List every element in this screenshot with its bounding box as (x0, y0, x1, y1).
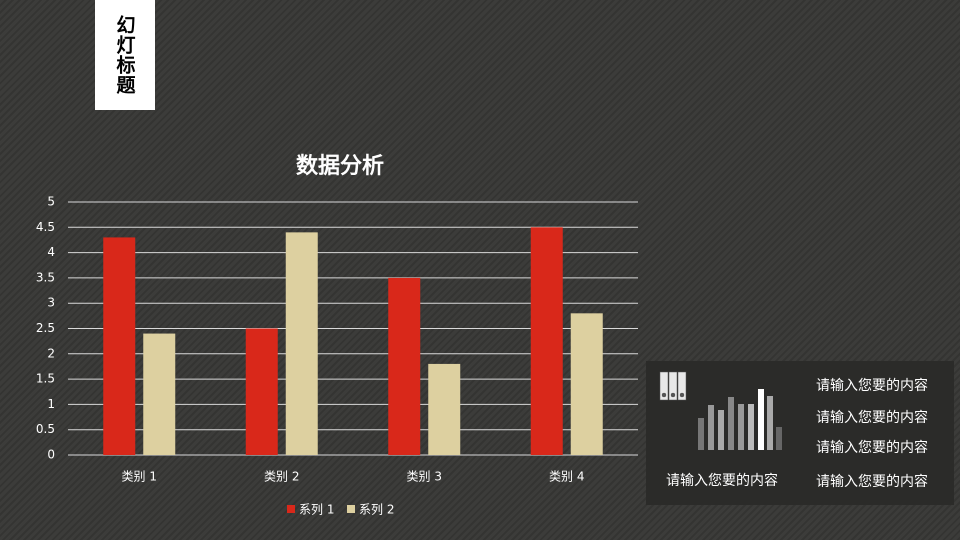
bar (388, 277, 421, 455)
panel-text: 请输入您要的内容 (816, 409, 928, 426)
y-tick-label: 0 (47, 448, 55, 462)
chart-title: 数据分析 (296, 153, 384, 179)
y-tick-label: 1 (47, 397, 55, 411)
bar (570, 313, 603, 455)
y-tick-label: 2 (47, 346, 55, 360)
panel-text: 请输入您要的内容 (816, 377, 928, 394)
bar (428, 363, 461, 455)
y-tick-label: 4 (47, 245, 55, 259)
legend-label: 系列 2 (359, 503, 394, 517)
y-tick-label: 3 (47, 296, 55, 310)
y-tick-label: 4.5 (36, 220, 55, 234)
panel-text: 请输入您要的内容 (816, 439, 928, 456)
bar (103, 237, 136, 455)
x-tick-label: 类别 4 (549, 470, 584, 484)
bar (143, 333, 176, 455)
legend-swatch (287, 505, 295, 513)
y-tick-label: 5 (47, 195, 55, 209)
title-box: 幻灯标题 (95, 0, 155, 110)
legend-swatch (347, 505, 355, 513)
slide-title: 幻灯标题 (113, 15, 136, 95)
panel-text: 请输入您要的内容 (816, 473, 928, 490)
y-tick-label: 1.5 (36, 372, 55, 386)
y-tick-label: 0.5 (36, 422, 55, 436)
legend-label: 系列 1 (299, 503, 334, 517)
x-tick-label: 类别 1 (122, 470, 157, 484)
bar-icon (698, 389, 782, 450)
x-tick-label: 类别 2 (264, 470, 299, 484)
y-tick-label: 3.5 (36, 270, 55, 284)
x-tick-label: 类别 3 (407, 470, 442, 484)
bar (530, 227, 563, 455)
bar (245, 328, 278, 455)
y-tick-label: 2.5 (36, 321, 55, 335)
binder-icon (659, 371, 687, 401)
panel (646, 361, 954, 505)
panel-text: 请输入您要的内容 (666, 472, 778, 489)
bar (285, 232, 318, 455)
